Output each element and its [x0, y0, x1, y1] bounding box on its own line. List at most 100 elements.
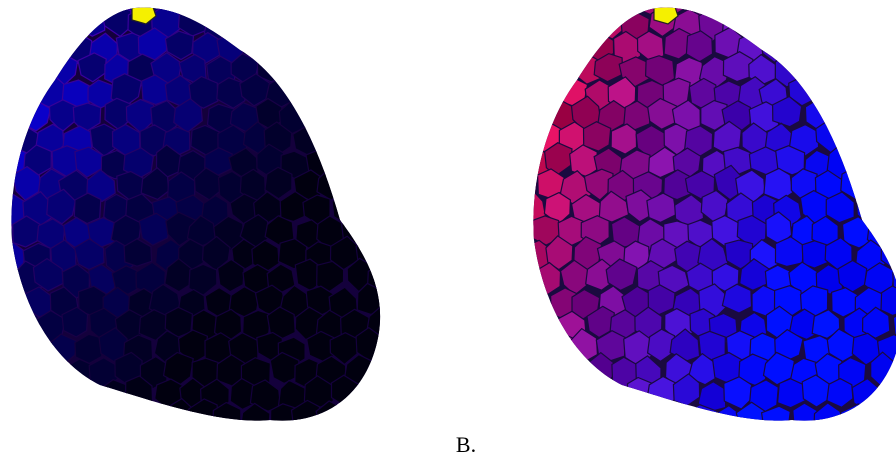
cell: [409, 243, 438, 272]
cell: [240, 0, 268, 17]
cell: [354, 380, 384, 413]
cell: [35, 355, 63, 387]
cell: [0, 400, 15, 431]
cell: [296, 81, 325, 110]
cell: [892, 73, 896, 107]
cell: [544, 4, 571, 37]
cell: [386, 99, 414, 129]
cell: [868, 399, 894, 433]
cell: [881, 98, 896, 131]
cell: [1, 101, 30, 129]
cell: [87, 0, 116, 16]
cell: [333, 102, 364, 135]
cell: [828, 100, 857, 131]
cell: [384, 146, 412, 177]
cell: [408, 192, 436, 222]
cell: [216, 0, 247, 14]
cell: [850, 10, 878, 39]
cell: [890, 34, 896, 64]
cell: [343, 29, 373, 63]
cell: [0, 354, 12, 384]
cell: [509, 0, 536, 17]
cell: [65, 406, 94, 437]
cell: [399, 216, 425, 247]
cell: [0, 0, 10, 18]
cell: [407, 10, 436, 39]
cell: [346, 127, 375, 157]
cell: [411, 96, 437, 130]
cell: [283, 51, 313, 84]
cell: [63, 0, 92, 15]
cell: [536, 80, 562, 111]
cell: [382, 379, 410, 411]
cell: [507, 31, 537, 63]
cell: [559, 0, 587, 15]
cell: [556, 33, 585, 63]
cell: [24, 379, 53, 411]
cell: [507, 173, 537, 202]
cell: [103, 380, 128, 410]
cell: [280, 7, 308, 36]
cell: [385, 57, 414, 88]
cell: [0, 312, 14, 343]
cell: [881, 379, 896, 414]
cell: [303, 54, 331, 84]
cell: [523, 334, 553, 366]
cell: [13, 356, 39, 387]
cell: [868, 75, 895, 108]
cell: [776, 9, 806, 38]
cell: [52, 10, 81, 43]
cell: [90, 404, 117, 431]
cell: [816, 77, 844, 109]
cell: [505, 76, 531, 110]
cell: [318, 81, 348, 111]
cell: [385, 11, 414, 41]
cell: [892, 219, 896, 249]
cell: [370, 0, 396, 15]
cell: [392, 30, 421, 63]
cell: [409, 334, 435, 365]
cell: [373, 400, 399, 431]
cell: [342, 403, 370, 433]
cell: [825, 53, 854, 84]
cell: [65, 359, 91, 390]
cell: [356, 10, 384, 43]
cell: [372, 168, 399, 197]
cell: [410, 152, 441, 182]
cell: [0, 283, 25, 314]
cell: [839, 26, 866, 57]
cell: [892, 0, 896, 17]
cell: [398, 311, 426, 340]
cell: [397, 404, 426, 434]
cell: [22, 52, 49, 83]
cell: [750, 6, 779, 39]
cell: [534, 0, 560, 15]
cell: [522, 10, 552, 39]
cell: [410, 287, 438, 320]
cell: [868, 124, 896, 155]
page: B. (() => { const data = JSON.parse(docu…: [0, 0, 896, 468]
cell: [407, 54, 436, 85]
cell: [571, 7, 598, 38]
cell: [395, 125, 422, 158]
cell: [714, 0, 740, 18]
cell: [78, 6, 104, 37]
cell: [12, 0, 42, 19]
cell: [371, 217, 398, 251]
cell: [854, 51, 882, 85]
cell: [371, 355, 398, 387]
cell: [816, 33, 844, 65]
cell: [346, 74, 374, 107]
cell: [0, 378, 26, 410]
cell: [11, 398, 38, 430]
cell: [688, 405, 717, 434]
cell: [584, 400, 611, 433]
cell: [1, 9, 30, 42]
cell: [306, 100, 332, 129]
cell: [265, 33, 295, 62]
cell: [380, 241, 410, 271]
cell: [876, 8, 896, 38]
cell: [0, 77, 12, 108]
cell: [558, 351, 588, 384]
cell: [393, 353, 422, 384]
